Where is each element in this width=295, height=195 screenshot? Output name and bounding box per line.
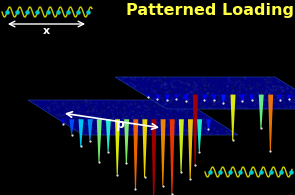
Polygon shape bbox=[115, 119, 120, 175]
Polygon shape bbox=[124, 119, 129, 163]
Polygon shape bbox=[197, 119, 202, 152]
Polygon shape bbox=[106, 119, 111, 152]
Polygon shape bbox=[193, 95, 198, 165]
Polygon shape bbox=[212, 95, 217, 99]
Polygon shape bbox=[259, 95, 264, 128]
Polygon shape bbox=[133, 119, 138, 189]
Polygon shape bbox=[174, 95, 179, 99]
Polygon shape bbox=[97, 119, 102, 162]
Polygon shape bbox=[278, 95, 283, 99]
Polygon shape bbox=[60, 119, 65, 123]
Polygon shape bbox=[88, 119, 93, 141]
Polygon shape bbox=[165, 95, 170, 100]
Polygon shape bbox=[160, 119, 165, 186]
Polygon shape bbox=[268, 95, 273, 151]
Polygon shape bbox=[183, 95, 189, 101]
Polygon shape bbox=[152, 119, 156, 195]
Polygon shape bbox=[202, 95, 207, 100]
Polygon shape bbox=[142, 119, 148, 177]
Polygon shape bbox=[170, 119, 175, 194]
Polygon shape bbox=[28, 100, 238, 135]
Polygon shape bbox=[221, 95, 226, 103]
Text: Patterned Loading: Patterned Loading bbox=[126, 3, 294, 18]
Text: x: x bbox=[43, 26, 50, 36]
Polygon shape bbox=[206, 119, 211, 129]
Polygon shape bbox=[249, 95, 254, 100]
Polygon shape bbox=[287, 95, 292, 99]
Polygon shape bbox=[115, 77, 295, 109]
Polygon shape bbox=[179, 119, 184, 172]
Polygon shape bbox=[240, 95, 245, 101]
Polygon shape bbox=[69, 119, 74, 135]
Polygon shape bbox=[155, 95, 160, 99]
Polygon shape bbox=[146, 95, 151, 97]
Polygon shape bbox=[78, 119, 83, 146]
Text: p: p bbox=[116, 118, 125, 131]
Polygon shape bbox=[230, 95, 235, 140]
Polygon shape bbox=[188, 119, 193, 179]
